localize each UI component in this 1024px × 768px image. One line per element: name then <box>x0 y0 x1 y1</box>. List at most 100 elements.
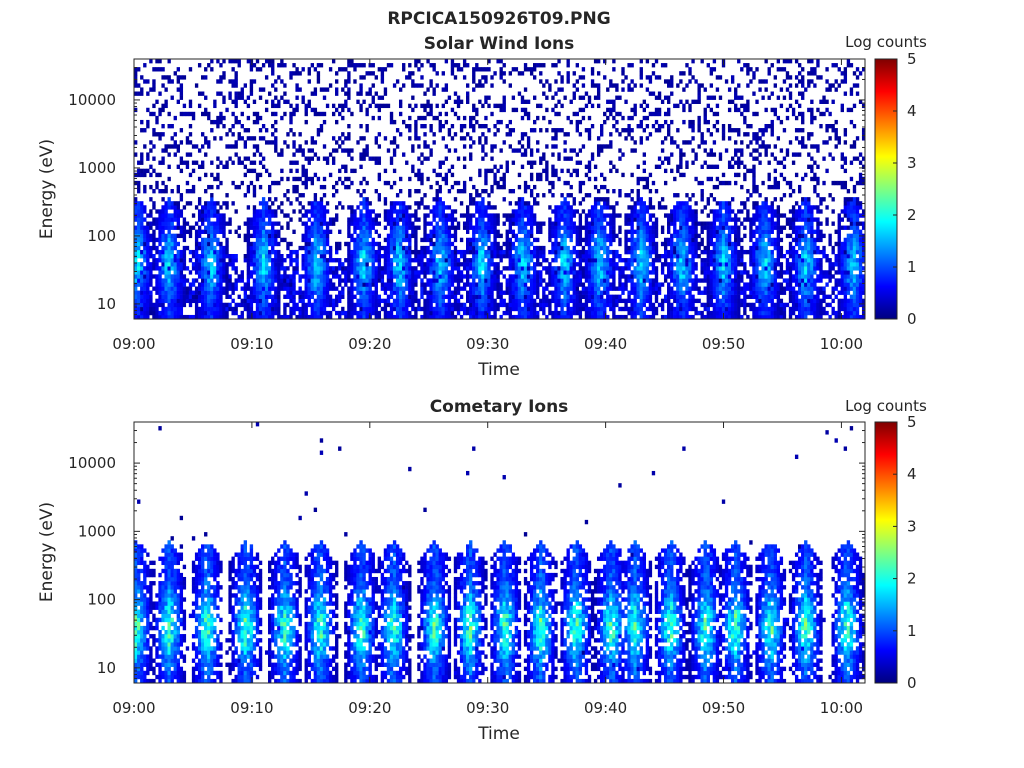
heatmap-cell <box>572 111 576 117</box>
heatmap-cell <box>533 184 537 190</box>
heatmap-cell <box>587 266 592 271</box>
heatmap-cell <box>322 258 327 263</box>
heatmap-cell <box>405 298 409 304</box>
heatmap-cell <box>487 193 491 198</box>
heatmap-cell <box>517 262 522 267</box>
heatmap-cell <box>353 67 357 72</box>
heatmap-cell <box>350 310 354 316</box>
heatmap-cell <box>143 258 147 263</box>
heatmap-cell <box>258 306 263 312</box>
heatmap-cell <box>170 245 174 251</box>
heatmap-cell <box>575 278 579 283</box>
heatmap-cell <box>517 237 522 243</box>
heatmap-cell <box>526 201 531 206</box>
heatmap-cell <box>289 128 293 133</box>
heatmap-cell <box>280 176 284 182</box>
heatmap-cell <box>155 314 159 320</box>
heatmap-cell <box>523 213 528 218</box>
heatmap-cell <box>255 225 260 230</box>
heatmap-cell <box>298 217 302 222</box>
heatmap-cell <box>514 237 519 243</box>
heatmap-cell <box>216 282 220 287</box>
heatmap-cell <box>249 180 254 186</box>
heatmap-cell <box>353 241 357 247</box>
heatmap-cell <box>453 197 458 202</box>
heatmap-cell <box>563 249 567 255</box>
heatmap-cell <box>423 156 427 161</box>
heatmap-cell <box>188 294 193 299</box>
heatmap-cell <box>472 266 476 271</box>
heatmap-cell <box>252 99 257 104</box>
heatmap-cell <box>466 249 470 255</box>
heatmap-cell <box>316 233 321 239</box>
heatmap-cell <box>310 213 315 218</box>
heatmap-cell <box>533 119 537 125</box>
heatmap-cell <box>395 144 400 149</box>
heatmap-cell <box>508 245 512 251</box>
heatmap-cell <box>240 302 244 308</box>
heatmap-cell <box>523 221 528 226</box>
heatmap-cell <box>197 217 202 222</box>
heatmap-cell <box>277 152 281 157</box>
heatmap-cell <box>441 266 445 271</box>
heatmap-cell <box>191 294 196 299</box>
heatmap-cell <box>548 217 552 222</box>
heatmap-cell <box>341 306 345 312</box>
heatmap-cell <box>481 225 485 230</box>
heatmap-cell <box>596 87 601 92</box>
heatmap-cell <box>264 205 269 210</box>
heatmap-cell <box>475 189 479 194</box>
heatmap-cell <box>627 274 631 279</box>
heatmap-cell <box>204 270 208 275</box>
heatmap-cell <box>627 290 631 295</box>
heatmap-cell <box>584 310 589 316</box>
heatmap-cell <box>243 282 247 287</box>
heatmap-cell <box>514 233 519 239</box>
heatmap-cell <box>596 83 601 88</box>
heatmap-cell <box>496 213 500 218</box>
heatmap-cell <box>161 160 165 165</box>
heatmap-cell <box>231 144 235 149</box>
heatmap-cell <box>392 254 397 259</box>
heatmap-cell <box>249 298 254 304</box>
heatmap-cell <box>566 209 570 214</box>
heatmap-cell <box>252 229 257 234</box>
heatmap-cell <box>536 63 540 68</box>
heatmap-cell <box>566 233 570 239</box>
heatmap-cell <box>423 221 427 226</box>
heatmap-cell <box>520 221 525 226</box>
heatmap-cell <box>258 237 263 243</box>
heatmap-cell <box>347 241 351 247</box>
heatmap-cell <box>295 254 299 259</box>
heatmap-cell <box>456 270 461 275</box>
heatmap-cell <box>377 294 382 299</box>
heatmap-cell <box>514 245 519 251</box>
heatmap-cell <box>493 266 497 271</box>
heatmap-cell <box>207 266 211 271</box>
heatmap-cell <box>411 270 415 275</box>
heatmap-cell <box>526 213 531 218</box>
heatmap-cell <box>575 63 579 68</box>
heatmap-cell <box>630 286 634 291</box>
heatmap-cell <box>231 124 235 129</box>
heatmap-cell <box>554 245 558 251</box>
heatmap-cell <box>459 213 464 218</box>
heatmap-cell <box>246 314 251 320</box>
heatmap-cell <box>624 221 628 226</box>
heatmap-cell <box>258 115 263 121</box>
heatmap-cell <box>523 233 528 239</box>
heatmap-cell <box>420 245 424 251</box>
heatmap-cell <box>426 266 430 271</box>
heatmap-cell <box>545 270 549 275</box>
heatmap-cell <box>487 270 491 275</box>
heatmap-cell <box>420 115 424 121</box>
heatmap-cell <box>246 128 251 133</box>
heatmap-cell <box>539 63 543 68</box>
heatmap-cell <box>596 213 601 218</box>
heatmap-cell <box>170 213 174 218</box>
heatmap-cell <box>462 306 467 312</box>
heatmap-cell <box>423 205 427 210</box>
heatmap-cell <box>210 314 214 320</box>
heatmap-cell <box>368 270 372 275</box>
heatmap-cell <box>213 103 217 109</box>
